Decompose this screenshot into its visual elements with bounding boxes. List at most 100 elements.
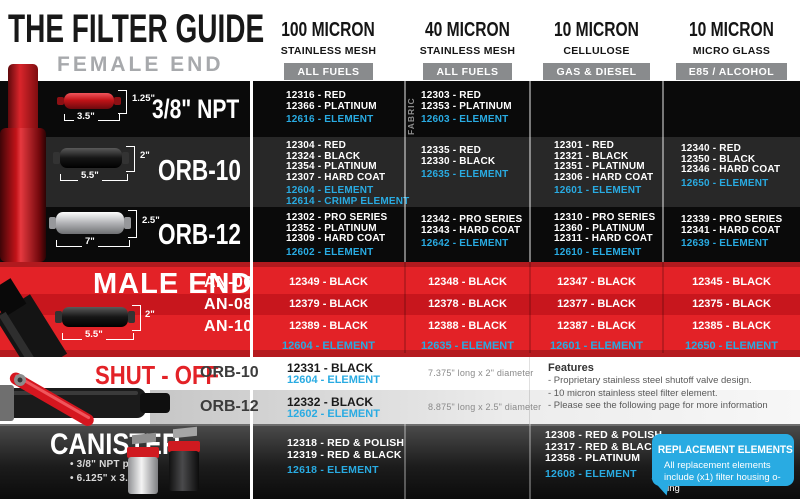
page-title: THE FILTER GUIDE [8, 7, 265, 51]
shutoff-product-orb10: 12331 - BLACK [287, 361, 374, 375]
features-list: - Proprietary stainless steel shutoff va… [548, 375, 768, 411]
cell-an08-cellulose: 12377 - BLACK [557, 298, 636, 310]
an-08-label: AN-08 [204, 296, 253, 313]
dim-diameter-orb10: 2" [140, 150, 150, 161]
element-list: 12639 - ELEMENT [681, 238, 769, 250]
features-title: Features [548, 362, 594, 374]
male-element-micro-glass: 12650 - ELEMENT [685, 340, 778, 352]
male-element-40micron: 12635 - ELEMENT [421, 340, 514, 352]
shutoff-element-orb12: 12602 - ELEMENT [287, 408, 380, 420]
row-label-orb10: ORB-10 [158, 155, 241, 187]
element-list: 12603 - ELEMENT [421, 114, 509, 126]
filter-capsule-graphic-male [55, 307, 135, 327]
column-header-10-micron-cellulose: 10 MICRON CELLULOSE GAS & DIESEL [530, 20, 663, 80]
cell-canister-100micron: 12318 - RED & POLISH 12319 - RED & BLACK… [287, 437, 404, 476]
divider-male-col3-col4 [662, 262, 664, 353]
divider-col2-col3 [529, 81, 531, 262]
product-list: 12304 - RED 12324 - BLACK 12354 - PLATIN… [286, 140, 386, 183]
divider-col3-col4 [662, 81, 664, 262]
element-list: 12601 - ELEMENT [554, 185, 642, 197]
female-row-npt-bg [0, 81, 800, 137]
red-filter-photo-neck [8, 64, 38, 134]
male-element-100micron: 12604 - ELEMENT [282, 340, 375, 352]
female-row-orb10-bg [0, 137, 800, 207]
shutoff-row-label-orb10: ORB-10 [200, 364, 259, 381]
male-fitting-photo [0, 278, 68, 357]
cell-orb10-cellulose: 12301 - RED 12321 - BLACK 12351 - PLATIN… [554, 140, 654, 197]
fabric-note-vertical: FABRIC [406, 97, 416, 135]
cell-orb12-100micron: 12302 - PRO SERIES 12352 - PLATINUM 1230… [286, 212, 388, 258]
replacement-elements-title: REPLACEMENT ELEMENTS [657, 444, 793, 456]
an-10-label: AN-10 [204, 318, 253, 335]
cell-an08-100micron: 12379 - BLACK [289, 298, 368, 310]
replacement-elements-body: All replacement elements include (x1) fi… [664, 460, 781, 494]
divider-col1-col2 [404, 81, 406, 262]
dim-diameter-npt: 1.25" [132, 93, 155, 104]
dim-length-orb12: 7" [82, 237, 98, 247]
product-list: 12340 - RED 12350 - BLACK 12346 - HARD C… [681, 143, 781, 176]
shutoff-row-label-orb12: ORB-12 [200, 398, 259, 415]
element-list: 12618 - ELEMENT [287, 464, 379, 476]
male-end-title: MALE END [93, 268, 253, 300]
element-list: 12604 - ELEMENT 12614 - CRIMP ELEMENT [286, 185, 410, 207]
cell-an10-micro-glass: 12385 - BLACK [692, 320, 771, 332]
product-list: 12301 - RED 12321 - BLACK 12351 - PLATIN… [554, 140, 654, 183]
dim-diameter-male: 2" [145, 309, 155, 320]
product-list: 12302 - PRO SERIES 12352 - PLATINUM 1230… [286, 212, 388, 245]
replacement-box-tail [648, 478, 670, 496]
dim-bracket [126, 146, 135, 172]
row-label-orb12: ORB-12 [158, 219, 241, 251]
filter-capsule-graphic-npt [57, 93, 121, 109]
cell-an08-micro-glass: 12375 - BLACK [692, 298, 771, 310]
element-list: 12608 - ELEMENT [545, 467, 637, 480]
badge-e85-alcohol: E85 / ALCOHOL [675, 63, 788, 80]
badge-all-fuels-1: ALL FUELS [284, 63, 373, 80]
dim-bracket [128, 210, 137, 238]
cell-an08-40micron: 12378 - BLACK [428, 298, 507, 310]
product-list: 12342 - PRO SERIES 12343 - HARD COAT [421, 214, 523, 236]
male-top-edge [0, 262, 800, 267]
shutoff-size-orb10: 7.375" long x 2" diameter [428, 368, 534, 378]
product-list: 12303 - RED 12353 - PLATINUM [421, 90, 512, 112]
row-label-38-npt: 3/8" NPT [152, 94, 240, 124]
female-row-orb12-bg [0, 207, 800, 262]
cell-orb12-40micron: 12342 - PRO SERIES 12343 - HARD COAT 126… [421, 214, 523, 250]
cell-orb12-micro-glass: 12339 - PRO SERIES 12341 - HARD COAT 126… [681, 214, 783, 250]
cell-an06-40micron: 12348 - BLACK [428, 276, 507, 288]
element-list: 12650 - ELEMENT [681, 177, 769, 189]
product-list: 12339 - PRO SERIES 12341 - HARD COAT [681, 214, 783, 236]
shutoff-valve-photo [0, 372, 170, 426]
cell-canister-cellulose: 12308 - RED & POLISH 12317 - RED & BLACK… [545, 429, 663, 480]
badge-all-fuels-2: ALL FUELS [423, 63, 512, 80]
cell-an10-40micron: 12388 - BLACK [428, 320, 507, 332]
red-filter-photo-body [0, 128, 46, 262]
product-list: 12335 - RED 12330 - BLACK [421, 145, 496, 167]
dim-diameter-orb12: 2.5" [142, 215, 160, 226]
column-header-40-micron: 40 MICRON STAINLESS MESH ALL FUELS [405, 20, 530, 80]
canister-photo-cap-2 [168, 441, 200, 452]
cell-npt-100micron: 12316 - RED 12366 - PLATINUM 12616 - ELE… [286, 90, 377, 126]
filter-capsule-graphic-orb12 [49, 212, 131, 234]
replacement-elements-box: REPLACEMENT ELEMENTS All replacement ele… [652, 434, 794, 494]
section-female-end-label: FEMALE END [57, 53, 224, 76]
product-list: 12310 - PRO SERIES 12360 - PLATINUM 1231… [554, 212, 656, 245]
shutoff-product-orb12: 12332 - BLACK [287, 395, 374, 409]
cell-orb12-cellulose: 12310 - PRO SERIES 12360 - PLATINUM 1231… [554, 212, 656, 258]
shutoff-size-orb12: 8.875" long x 2.5" diameter [428, 402, 542, 412]
divider-shutoff [529, 357, 530, 424]
element-list: 12610 - ELEMENT [554, 246, 642, 258]
cell-orb10-micro-glass: 12340 - RED 12350 - BLACK 12346 - HARD C… [681, 143, 781, 189]
cell-an06-cellulose: 12347 - BLACK [557, 276, 636, 288]
shutoff-stripe-orb12 [150, 390, 800, 424]
cell-orb10-40micron: 12335 - RED 12330 - BLACK 12635 - ELEMEN… [421, 145, 508, 181]
product-list: 12308 - RED & POLISH 12317 - RED & BLACK… [545, 429, 663, 464]
male-stripe-an08 [0, 294, 800, 315]
element-list: 12616 - ELEMENT [286, 114, 374, 126]
dim-bracket [118, 90, 127, 114]
column-header-100-micron: 100 MICRON STAINLESS MESH ALL FUELS [252, 20, 405, 80]
badge-gas-diesel: GAS & DIESEL [543, 63, 650, 80]
canister-photo-body-silver [128, 457, 158, 494]
filter-capsule-graphic-orb10 [53, 148, 129, 168]
shutoff-element-orb10: 12604 - ELEMENT [287, 374, 380, 386]
